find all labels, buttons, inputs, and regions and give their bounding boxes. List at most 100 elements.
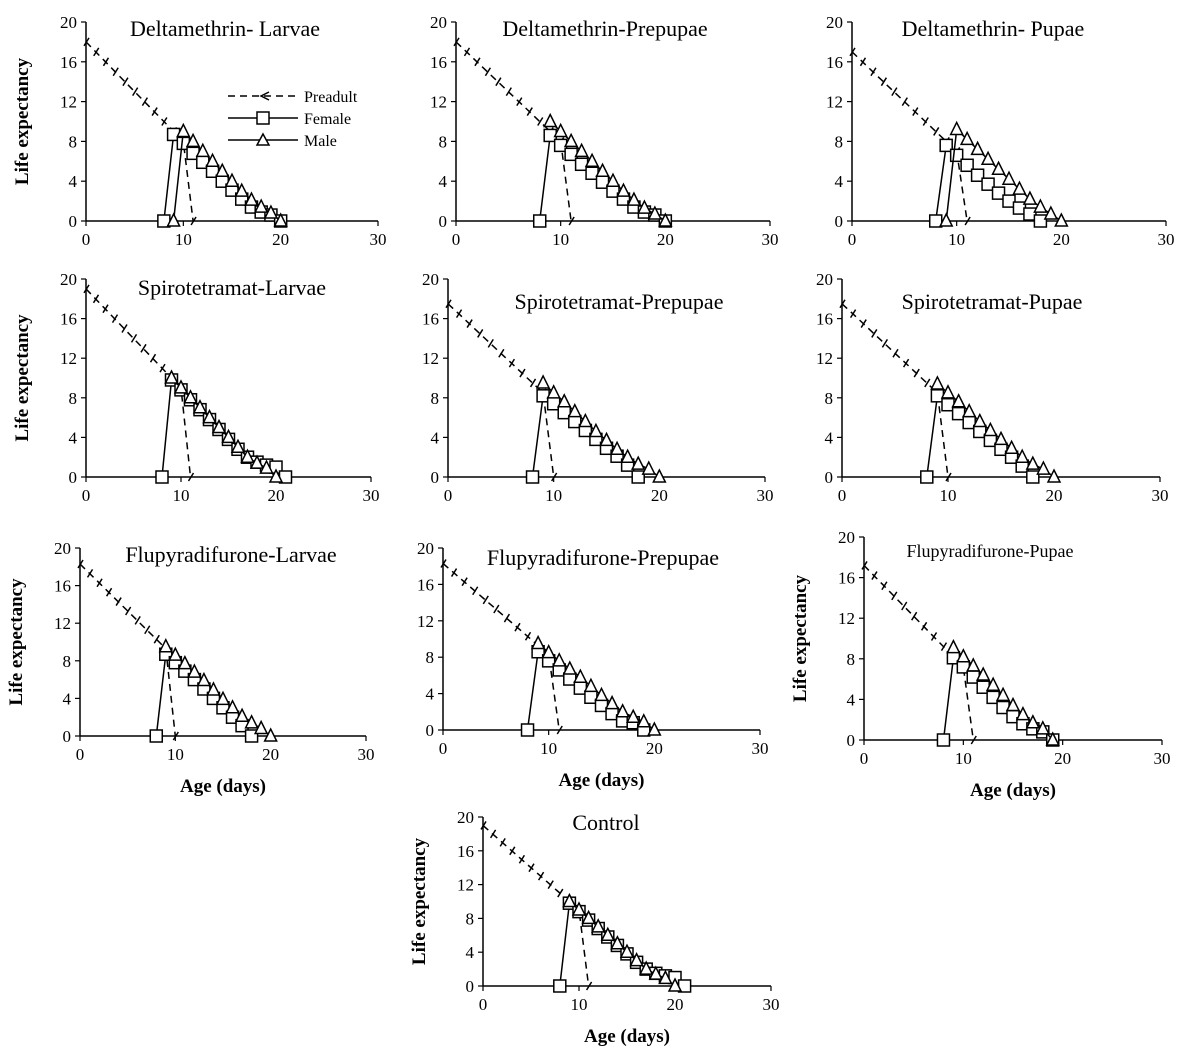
data-point-female bbox=[631, 470, 645, 484]
y-tick-label: 4 bbox=[466, 943, 475, 962]
legend-item-male: Male bbox=[228, 132, 337, 150]
data-point-male bbox=[1014, 448, 1030, 463]
data-point-male bbox=[595, 162, 610, 177]
data-point-preadult bbox=[508, 358, 516, 368]
data-point-preadult bbox=[121, 324, 128, 333]
x-tick-label: 30 bbox=[757, 486, 774, 505]
data-point-male bbox=[196, 671, 212, 687]
data-point-male bbox=[183, 389, 198, 404]
data-point-male bbox=[588, 422, 604, 438]
data-point-male bbox=[647, 205, 663, 220]
x-tick-label: 20 bbox=[667, 995, 684, 1014]
x-tick-label: 10 bbox=[940, 486, 957, 505]
data-point-male bbox=[637, 199, 652, 214]
data-point-preadult bbox=[881, 581, 888, 591]
data-point-male bbox=[563, 132, 579, 148]
data-point-preadult bbox=[891, 591, 898, 601]
data-point-preadult bbox=[503, 613, 511, 623]
y-tick-label: 20 bbox=[60, 13, 77, 32]
y-tick-label: 4 bbox=[439, 172, 448, 191]
data-point-female bbox=[525, 470, 540, 484]
data-point-male bbox=[983, 421, 998, 437]
y-axis-label: Life expectancy bbox=[6, 578, 27, 706]
data-point-male bbox=[581, 909, 596, 925]
data-point-male bbox=[610, 935, 625, 950]
data-point-male bbox=[1005, 696, 1021, 712]
data-point-preadult bbox=[556, 725, 563, 735]
y-tick-label: 8 bbox=[426, 648, 435, 667]
y-tick-label: 20 bbox=[838, 528, 855, 547]
y-tick-label: 4 bbox=[835, 172, 844, 191]
data-point-male bbox=[206, 681, 221, 696]
y-tick-label: 12 bbox=[838, 609, 855, 628]
data-point-male bbox=[195, 142, 211, 158]
panel-8: 0 4 8 12 16 20 0 10 20 30 Flupyradifurone-Prepupae… bbox=[417, 539, 769, 791]
data-point-female bbox=[155, 470, 169, 484]
x-tick-label: 20 bbox=[268, 486, 285, 505]
data-point-male bbox=[648, 965, 664, 980]
data-point-male bbox=[616, 182, 631, 197]
series-preadult bbox=[839, 299, 952, 482]
panel-2: 0 4 8 12 16 20 0 10 20 30 Deltamethrin-Prepupae bbox=[430, 13, 779, 249]
x-tick-label: 0 bbox=[439, 739, 448, 758]
y-tick-label: 16 bbox=[60, 310, 77, 329]
y-tick-label: 8 bbox=[847, 650, 856, 669]
data-point-male bbox=[562, 660, 578, 675]
x-tick-label: 20 bbox=[1046, 486, 1063, 505]
data-point-male bbox=[230, 438, 246, 454]
x-tick-label: 10 bbox=[571, 995, 588, 1014]
data-point-preadult bbox=[125, 606, 132, 616]
data-point-female bbox=[1026, 470, 1040, 484]
data-point-preadult bbox=[480, 821, 487, 830]
y-tick-label: 20 bbox=[816, 270, 833, 289]
y-tick-label: 8 bbox=[69, 132, 78, 151]
y-tick-label: 12 bbox=[422, 349, 439, 368]
data-point-female bbox=[920, 470, 934, 484]
x-tick-label: 10 bbox=[948, 230, 965, 249]
data-point-female bbox=[981, 177, 995, 191]
x-tick-label: 0 bbox=[860, 749, 869, 768]
legend: Preadult Female Male bbox=[228, 89, 358, 150]
data-point-male bbox=[647, 721, 662, 736]
data-point-preadult bbox=[849, 309, 857, 319]
x-tick-label: 30 bbox=[763, 995, 780, 1014]
data-point-preadult bbox=[924, 378, 931, 388]
data-point-male bbox=[562, 892, 577, 908]
data-point-male bbox=[951, 393, 966, 408]
data-point-preadult bbox=[493, 604, 500, 614]
data-point-male bbox=[1035, 720, 1051, 735]
series-male bbox=[562, 892, 683, 992]
data-point-male bbox=[1025, 714, 1041, 729]
x-axis-label: Age (days) bbox=[970, 780, 1056, 801]
data-point-preadult bbox=[122, 77, 129, 87]
y-tick-label: 0 bbox=[69, 212, 78, 231]
data-point-male bbox=[959, 130, 975, 146]
data-point-male bbox=[993, 430, 1009, 446]
panel-title: Spirotetramat-Prepupae bbox=[515, 289, 724, 314]
y-tick-label: 20 bbox=[422, 270, 439, 289]
data-point-preadult bbox=[911, 611, 918, 621]
data-point-preadult bbox=[859, 57, 867, 67]
data-point-preadult bbox=[970, 735, 977, 745]
x-axis-label: Age (days) bbox=[180, 776, 266, 797]
data-point-preadult bbox=[102, 57, 110, 67]
data-point-male bbox=[1033, 198, 1048, 213]
series-preadult bbox=[849, 47, 971, 226]
data-point-preadult bbox=[547, 880, 554, 889]
data-point-preadult bbox=[141, 97, 149, 106]
data-point-female bbox=[928, 214, 943, 228]
data-point-preadult bbox=[115, 597, 122, 606]
data-point-male bbox=[268, 468, 284, 483]
y-tick-label: 0 bbox=[63, 727, 72, 746]
y-tick-label: 8 bbox=[431, 389, 440, 408]
data-point-preadult bbox=[930, 632, 938, 641]
data-point-female bbox=[553, 979, 567, 993]
series-female bbox=[928, 138, 1048, 228]
data-point-male bbox=[946, 638, 961, 654]
data-point-preadult bbox=[105, 587, 113, 597]
x-tick-label: 30 bbox=[370, 230, 387, 249]
data-point-male bbox=[234, 182, 249, 197]
x-tick-label: 30 bbox=[358, 745, 375, 764]
x-tick-label: 0 bbox=[82, 486, 91, 505]
data-point-male bbox=[166, 212, 181, 227]
